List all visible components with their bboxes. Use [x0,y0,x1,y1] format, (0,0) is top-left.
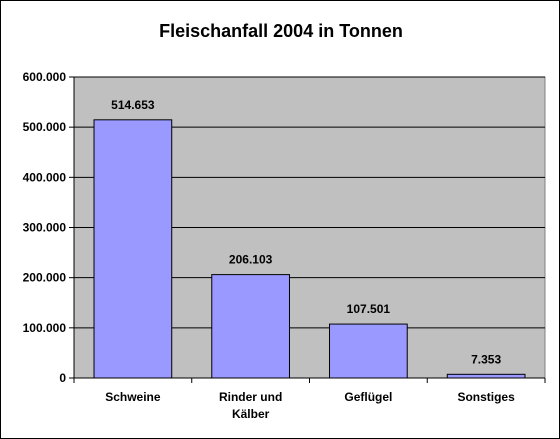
bar [446,373,526,379]
axes [69,76,546,383]
y-tick-label: 0 [59,371,66,385]
y-tick-label: 400.000 [23,170,67,184]
labels: 0 100.000 200.000 300.000 400.000 500.000 600.… [23,70,516,421]
data-label: 206.103 [229,253,273,267]
y-tick-label: 600.000 [23,70,67,84]
category-label: Geflügel [344,390,392,404]
chart-title: Fleischanfall 2004 in Tonnen [159,21,403,41]
bar [329,323,408,379]
category-label: Sonstiges [457,390,515,404]
category-label: Schweine [105,390,161,404]
bar [93,119,173,379]
data-label: 7.353 [471,352,501,366]
y-tick-label: 100.000 [23,321,67,335]
bar [211,274,290,379]
y-tick-label: 500.000 [23,120,67,134]
y-tick-label: 200.000 [23,271,67,285]
category-label: Rinder und [219,390,282,404]
y-tick-label: 300.000 [23,221,67,235]
category-label: Kälber [232,407,270,421]
data-label: 107.501 [347,302,391,316]
data-label: 514.653 [111,98,155,112]
bars [93,119,526,379]
